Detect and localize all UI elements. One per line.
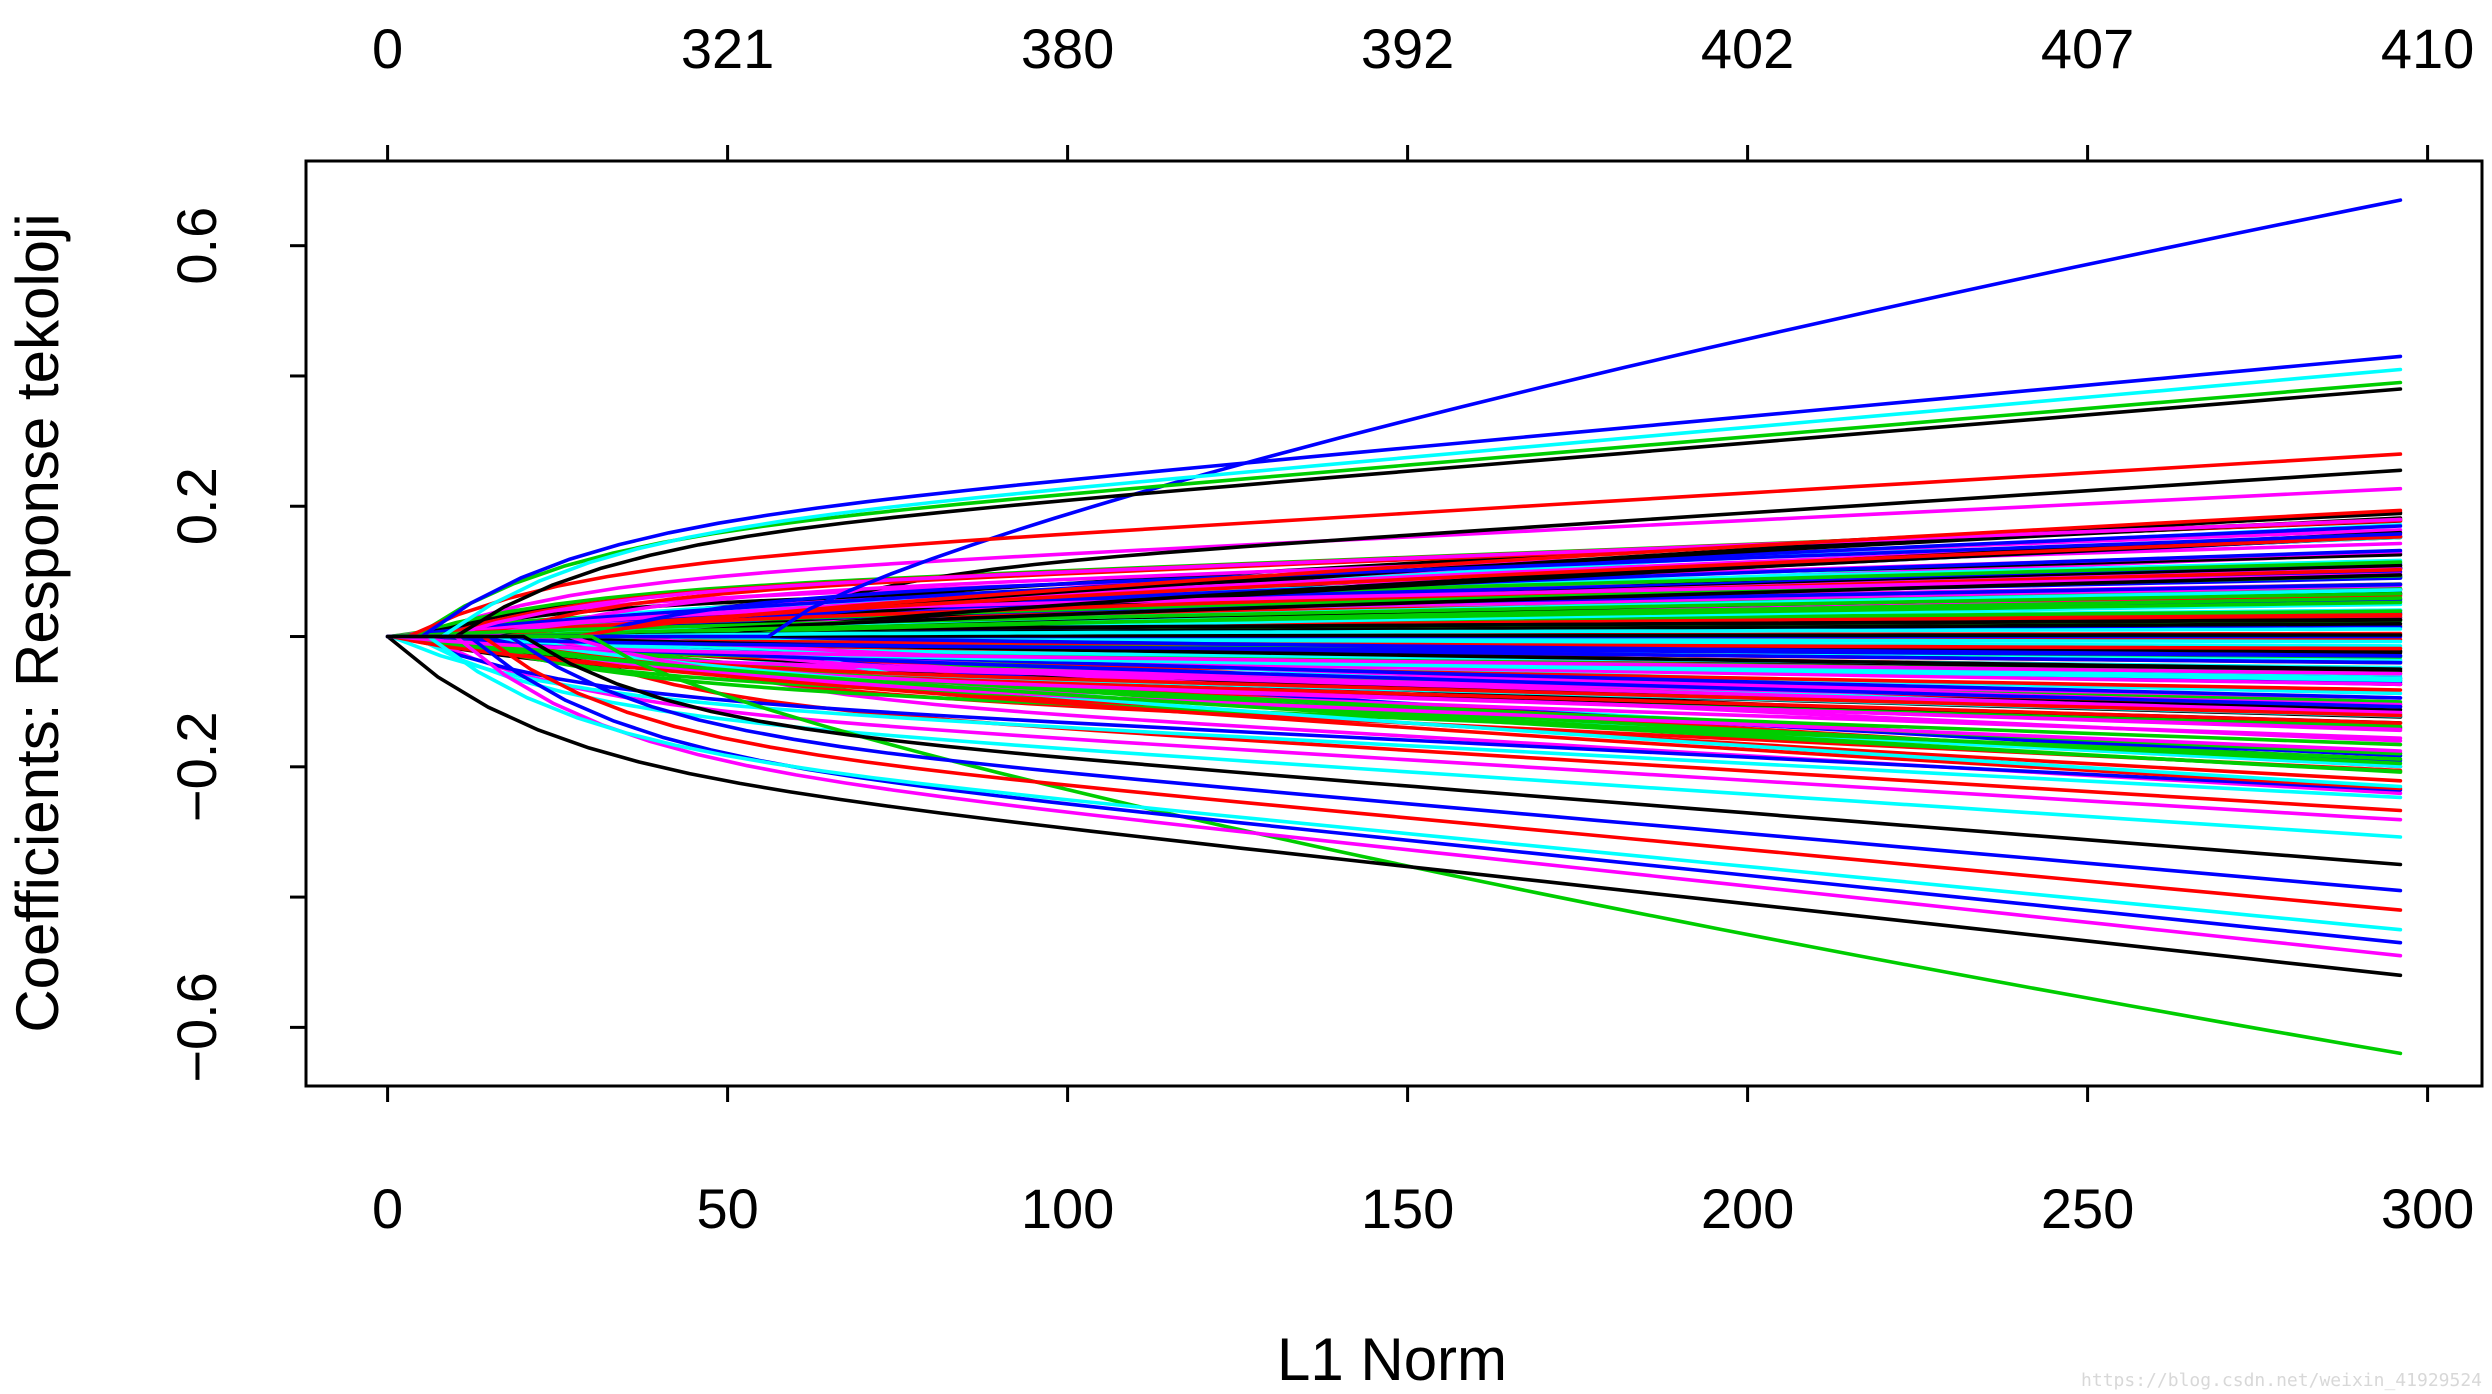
y-tick-label: −0.2 — [165, 712, 228, 823]
coefficient-path-black-upper — [385, 387, 2403, 639]
coefficient-path-early-red — [385, 452, 2403, 639]
coefficient-path — [385, 634, 2403, 791]
top-tick-label: 392 — [1361, 17, 1454, 80]
x-tick-label: 250 — [2041, 1177, 2134, 1240]
coefficient-path — [385, 634, 2403, 800]
coefficient-path-blue-upper — [385, 354, 2403, 639]
coefficient-path — [385, 634, 2403, 792]
x-tick-label: 300 — [2381, 1177, 2474, 1240]
coefficient-path — [385, 573, 2403, 639]
coefficient-path — [385, 567, 2403, 639]
coefficient-path — [385, 634, 2403, 753]
top-tick-label: 380 — [1021, 17, 1114, 80]
coefficient-paths — [385, 198, 2403, 1056]
top-tick-label: 410 — [2381, 17, 2474, 80]
coefficient-path-top-blue — [385, 198, 2403, 639]
top-tick-label: 0 — [372, 17, 403, 80]
coefficient-path — [385, 468, 2403, 639]
coefficient-path — [385, 532, 2403, 639]
coefficient-path — [385, 572, 2403, 639]
y-tick-label: 0.6 — [165, 207, 228, 285]
y-tick-label: −0.6 — [165, 972, 228, 1083]
coefficient-path — [385, 591, 2403, 639]
x-tick-label: 150 — [1361, 1177, 1454, 1240]
coefficient-path — [385, 627, 2403, 639]
top-tick-label: 407 — [2041, 17, 2134, 80]
x-axis-title: L1 Norm — [1277, 1326, 1507, 1393]
watermark: https://blog.csdn.net/weixin_41929524 — [2081, 1370, 2482, 1391]
coefficient-path — [385, 634, 2403, 658]
coefficient-path — [385, 634, 2403, 839]
coefficient-path-lower-blue-2 — [385, 634, 2403, 893]
coefficient-path — [385, 508, 2403, 639]
coefficient-path-lower-red — [385, 634, 2403, 912]
coefficient-path-bottom-black — [385, 634, 2403, 978]
coefficient-path-cyan-upper — [385, 367, 2403, 639]
coefficient-path — [385, 517, 2403, 639]
coefficient-path — [385, 530, 2403, 639]
x-tick-label: 0 — [372, 1177, 403, 1240]
x-tick-label: 100 — [1021, 1177, 1114, 1240]
top-tick-label: 321 — [681, 17, 774, 80]
y-tick-label: 0.2 — [165, 467, 228, 545]
x-tick-label: 50 — [696, 1177, 758, 1240]
coefficient-path-lower-black-2 — [385, 634, 2403, 867]
x-tick-label: 200 — [1701, 1177, 1794, 1240]
coefficient-path — [385, 634, 2403, 774]
top-tick-label: 402 — [1701, 17, 1794, 80]
axes: 0 50 100 150 200 250 300 0 321 380 392 402 407 410 0.6… — [165, 17, 2474, 1240]
coefficient-path-lower-cyan — [385, 634, 2403, 932]
y-axis-title: Coefficients: Response tekoloji — [4, 213, 71, 1032]
coefficient-path — [385, 634, 2403, 718]
coefficient-path — [385, 634, 2403, 822]
coefficient-path — [385, 634, 2403, 676]
coefficient-path-lower-magenta — [385, 634, 2403, 958]
